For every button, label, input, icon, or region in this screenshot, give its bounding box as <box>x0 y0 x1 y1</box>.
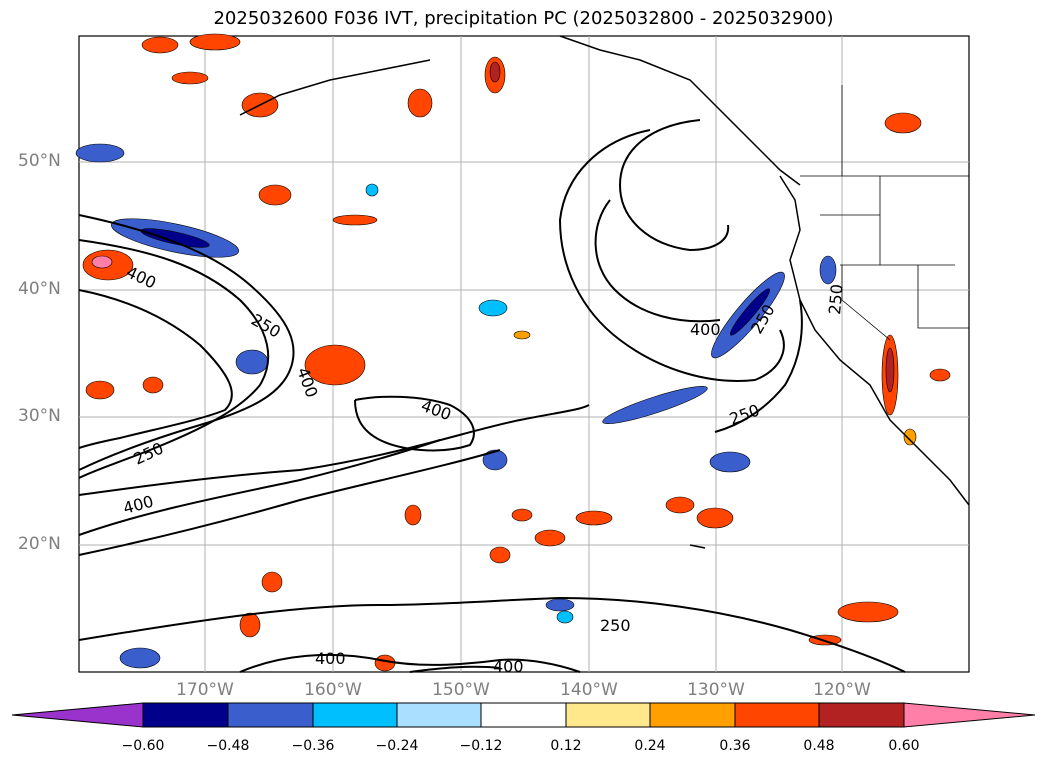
colorbar-segment <box>903 702 1036 728</box>
lat-label: 40°N <box>18 279 61 299</box>
colorbar-tick-label: −0.12 <box>459 738 503 754</box>
lon-label: 120°W <box>813 680 871 700</box>
contour-label: 250 <box>825 283 847 315</box>
contour-label: 400 <box>315 649 346 668</box>
colorbar-tick-label: 0.48 <box>803 738 835 754</box>
lon-label: 170°W <box>176 680 234 700</box>
colorbar-tick-label: −0.60 <box>121 738 165 754</box>
lon-label: 130°W <box>687 680 745 700</box>
colorbar-segment <box>480 702 567 728</box>
colorbar-segment <box>565 702 651 728</box>
lat-label: 20°N <box>18 534 61 554</box>
colorbar-tick-label: 0.60 <box>888 738 920 754</box>
precip-positive-areas <box>82 33 951 672</box>
colorbar-segment <box>142 702 229 728</box>
contour-label: 250 <box>600 616 631 635</box>
colorbar-tick-label: 0.24 <box>634 738 666 754</box>
ivt-contours <box>78 119 906 673</box>
lat-label: 30°N <box>18 406 61 426</box>
colorbar-segment <box>312 702 398 728</box>
lon-label: 140°W <box>560 680 618 700</box>
colorbar <box>11 702 1036 728</box>
colorbar-segment <box>11 702 144 728</box>
colorbar-tick-label: −0.48 <box>206 738 250 754</box>
political-borders <box>800 85 969 341</box>
coastlines <box>239 35 970 549</box>
colorbar-tick-label: 0.36 <box>719 738 751 754</box>
colorbar-segment <box>396 702 482 728</box>
contour-label: 400 <box>690 320 721 339</box>
precip-negative-areas <box>75 143 837 669</box>
contour-label: 400 <box>493 657 524 676</box>
colorbar-segment <box>649 702 736 728</box>
lat-label: 50°N <box>18 151 61 171</box>
colorbar-segment <box>818 702 905 728</box>
colorbar-segment <box>734 702 820 728</box>
colorbar-tick-label: −0.24 <box>375 738 419 754</box>
lon-label: 160°W <box>304 680 362 700</box>
map-title: 2025032600 F036 IVT, precipitation PC (2… <box>213 8 834 29</box>
map-frame <box>78 35 970 673</box>
lon-label: 150°W <box>432 680 490 700</box>
colorbar-tick-label: −0.36 <box>291 738 335 754</box>
colorbar-segment <box>227 702 314 728</box>
colorbar-tick-label: 0.12 <box>550 738 582 754</box>
